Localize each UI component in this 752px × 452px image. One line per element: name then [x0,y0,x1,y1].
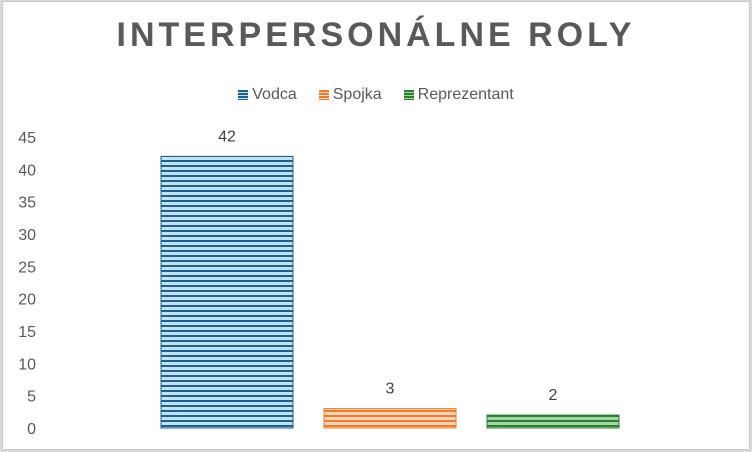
y-tick-label: 5 [27,389,36,406]
legend-label: Spojka [332,86,382,103]
legend: Vodca Spojka Reprezentant [0,86,752,104]
y-tick-label: 45 [18,130,36,147]
y-tick-label: 35 [18,195,36,212]
data-label: 3 [386,381,395,398]
y-tick-label: 15 [18,324,36,341]
legend-swatch [238,90,249,100]
chart-title: INTERPERSONÁLNE ROLY [116,16,636,54]
bar-vodca [160,155,294,429]
y-tick-label: 0 [27,421,36,438]
legend-item-reprezentant: Reprezentant [403,86,514,104]
bar-spojka [323,408,457,429]
y-tick-label: 25 [18,259,36,276]
y-tick-label: 10 [18,356,36,373]
data-label: 42 [218,128,236,145]
data-label: 2 [549,387,558,404]
legend-item-spojka: Spojka [318,86,382,104]
legend-label: Reprezentant [417,86,514,103]
y-tick-label: 20 [18,292,36,309]
legend-swatch [403,90,414,100]
legend-item-vodca: Vodca [238,86,297,104]
y-tick-label: 40 [18,162,36,179]
y-tick-label: 30 [18,227,36,244]
bar-reprezentant [486,414,620,429]
legend-label: Vodca [252,86,297,103]
legend-swatch [318,90,329,100]
